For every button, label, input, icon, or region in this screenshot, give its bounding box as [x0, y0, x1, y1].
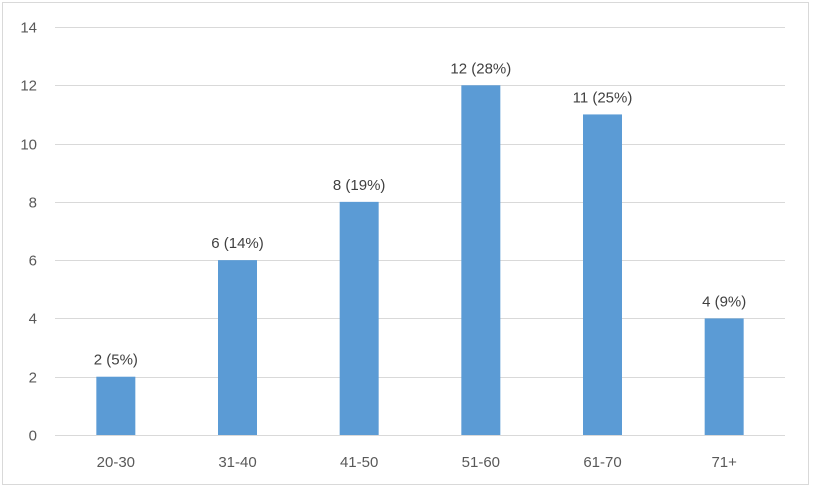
bar-61-70	[583, 114, 622, 435]
bars	[96, 85, 744, 436]
y-tick-label: 6	[29, 253, 37, 270]
data-label: 12 (28%)	[450, 60, 511, 77]
bar-41-50	[339, 201, 379, 435]
y-axis-tick-labels: 0 2 4 6 8 10 12 14	[20, 20, 37, 445]
bar-20-30	[96, 376, 136, 435]
data-label: 4 (9%)	[702, 293, 746, 310]
data-label: 8 (19%)	[333, 177, 386, 194]
y-tick-label: 10	[20, 137, 37, 154]
y-tick-label: 12	[20, 78, 37, 95]
y-tick-label: 0	[29, 428, 37, 445]
data-label: 6 (14%)	[211, 235, 264, 252]
gridlines	[55, 27, 785, 436]
y-tick-label: 2	[29, 370, 37, 387]
data-label: 2 (5%)	[94, 352, 138, 369]
bar-51-60	[461, 85, 501, 436]
x-tick-label: 20-30	[97, 454, 135, 471]
y-tick-label: 8	[29, 195, 37, 212]
x-tick-label: 51-60	[462, 454, 500, 471]
data-label: 11 (25%)	[573, 89, 633, 106]
data-labels: 2 (5%) 6 (14%) 8 (19%) 12 (28%) 11 (25%) 4 (9…	[94, 60, 747, 368]
bar-31-40	[218, 260, 257, 435]
x-tick-label: 41-50	[340, 454, 378, 471]
x-tick-label: 31-40	[218, 454, 256, 471]
y-tick-label: 14	[20, 20, 37, 37]
x-tick-label: 61-70	[583, 454, 621, 471]
bar-71-	[704, 318, 744, 435]
y-tick-label: 4	[29, 311, 37, 328]
x-tick-label: 71+	[711, 454, 737, 471]
x-axis-tick-labels: 20-30 31-40 41-50 51-60 61-70 71+	[97, 454, 737, 471]
